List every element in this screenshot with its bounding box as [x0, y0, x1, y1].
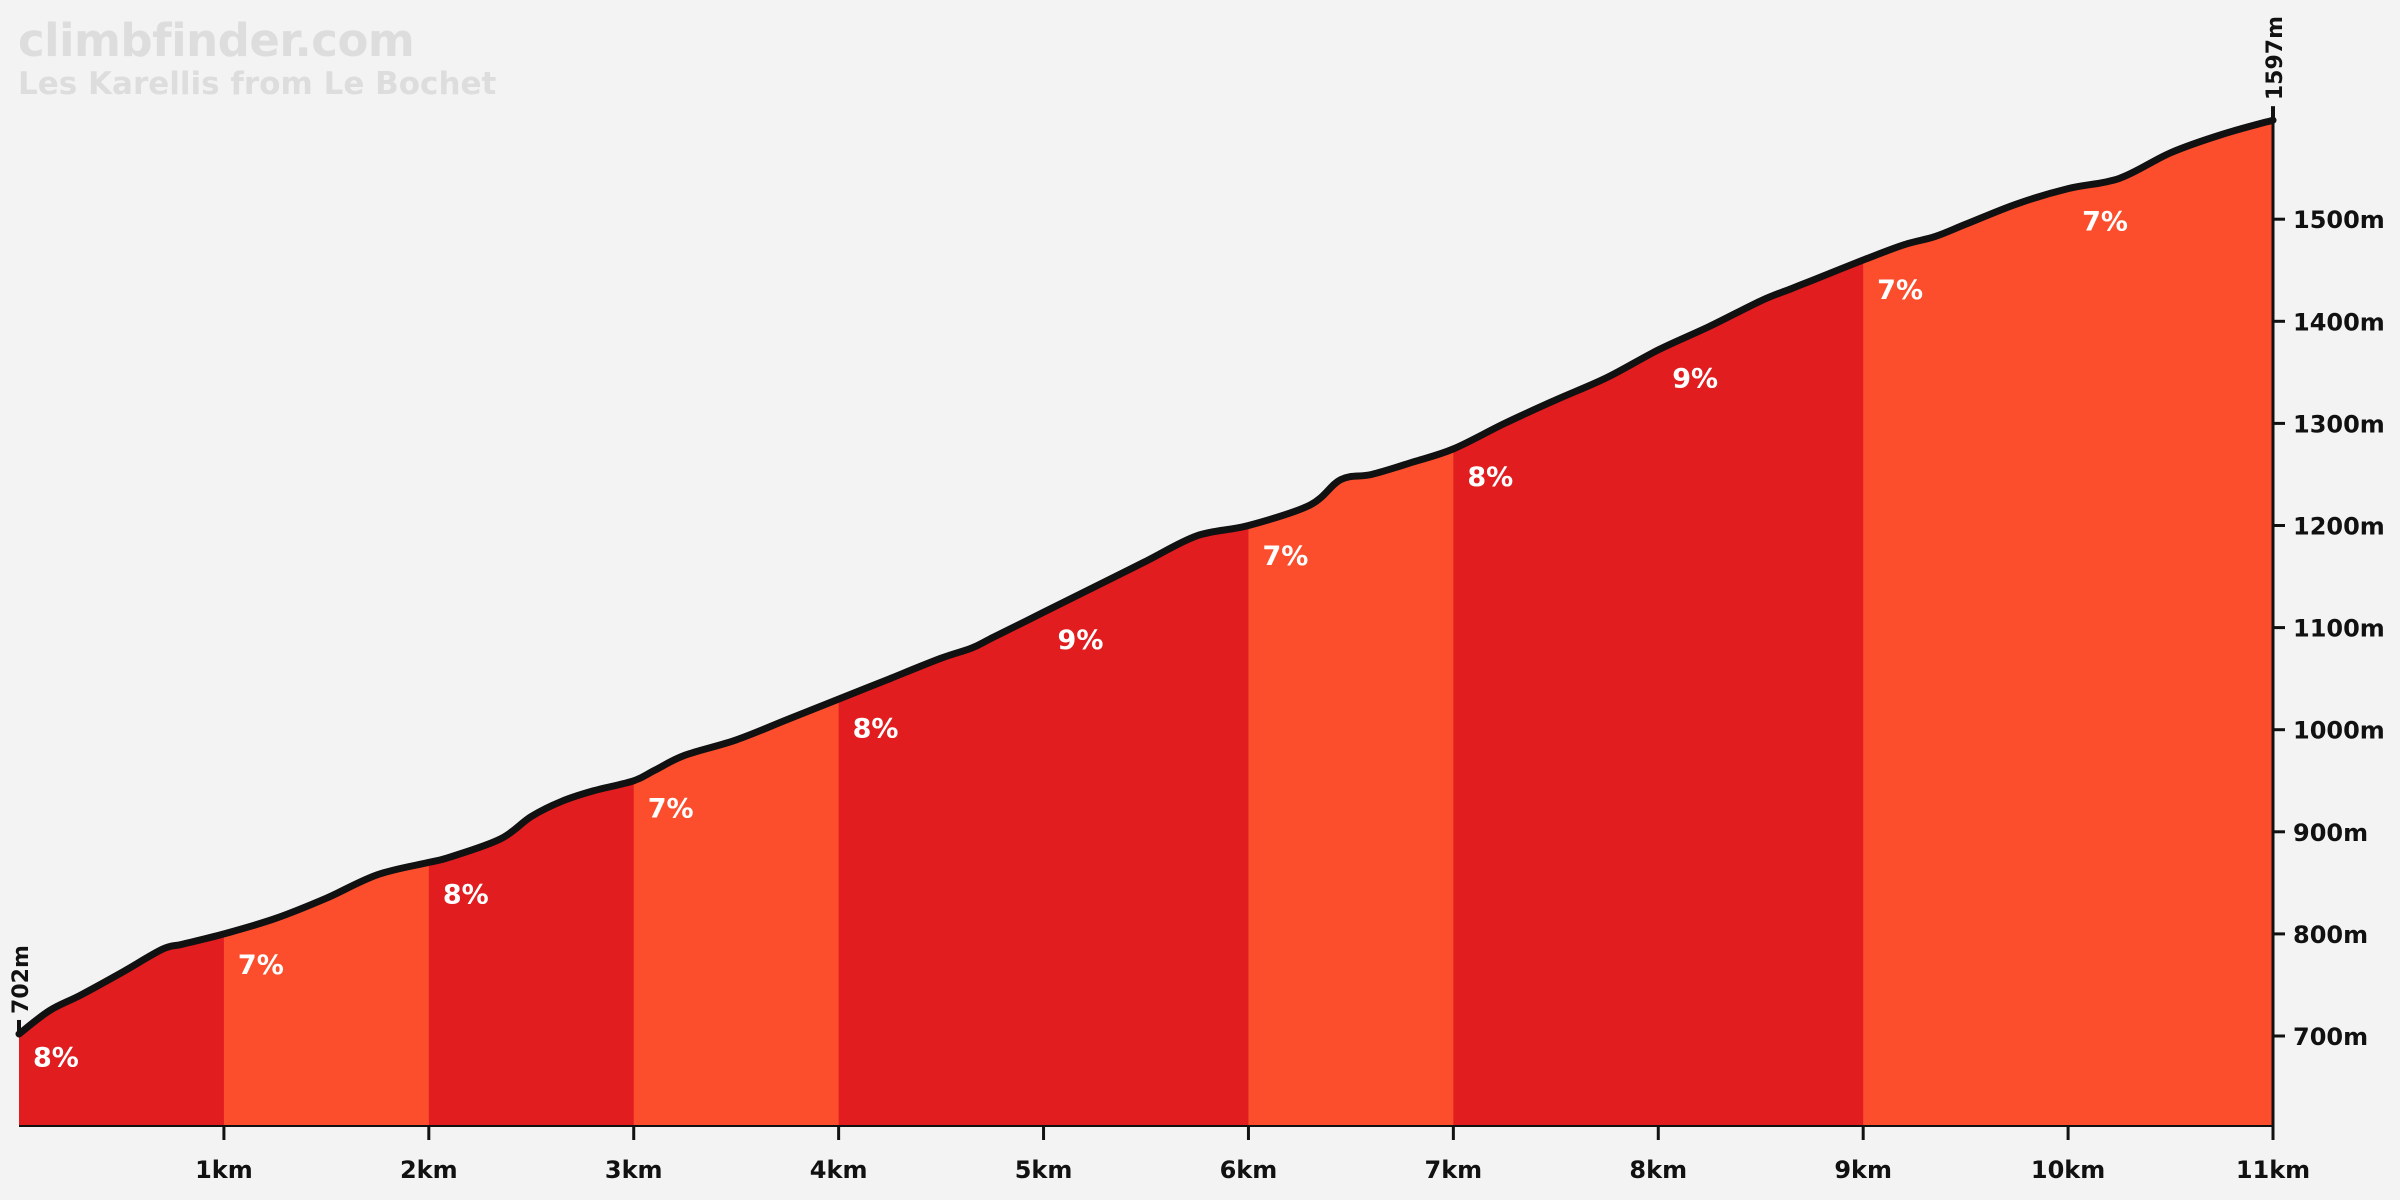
gradient-label-8: 8%: [1467, 462, 1513, 493]
x-tick-label-9: 9km: [1834, 1156, 1892, 1184]
start-elevation-label: 702m: [9, 945, 34, 1014]
gradient-segment-1: [19, 120, 225, 1126]
y-tick-label-8: 1400m: [2293, 308, 2385, 336]
gradient-label-9: 9%: [1672, 363, 1718, 394]
gradient-label-4: 7%: [648, 794, 694, 825]
gradient-segment-5: [838, 120, 1045, 1126]
y-tick-label-3: 900m: [2293, 819, 2368, 847]
gradient-segment-4: [633, 120, 840, 1126]
gradient-segment-8: [1453, 120, 1659, 1126]
x-tick-label-3: 3km: [605, 1156, 663, 1184]
y-tick-label-6: 1200m: [2293, 513, 2385, 541]
x-tick-label-4: 4km: [810, 1156, 868, 1184]
x-tick-label-10: 10km: [2031, 1156, 2105, 1184]
y-tick-label-7: 1300m: [2293, 410, 2385, 438]
y-tick-label-2: 800m: [2293, 921, 2368, 949]
profile-line: [15, 116, 2277, 1038]
x-tick-label-6: 6km: [1220, 1156, 1278, 1184]
gradient-label-7: 7%: [1262, 541, 1308, 572]
gradient-label-6: 9%: [1058, 625, 1104, 656]
gradient-segment-11: [2068, 120, 2273, 1126]
x-tick-label-8: 8km: [1629, 1156, 1687, 1184]
gradient-segment-3: [428, 120, 635, 1126]
y-tick-label-1: 700m: [2293, 1023, 2368, 1051]
x-tick-label-7: 7km: [1425, 1156, 1483, 1184]
y-tick-label-9: 1500m: [2293, 206, 2385, 234]
climb-name: Les Karellis from Le Bochet: [18, 66, 497, 102]
gradient-label-10: 7%: [1877, 275, 1923, 306]
site-title: climbfinder.com: [18, 14, 415, 67]
y-tick-label-5: 1100m: [2293, 615, 2385, 643]
gradient-segment-9: [1658, 120, 1864, 1126]
y-tick-label-4: 1000m: [2293, 717, 2385, 745]
end-elevation-label: 1597m: [2263, 16, 2288, 100]
x-tick-label-11: 11km: [2236, 1156, 2310, 1184]
gradient-label-3: 8%: [443, 879, 489, 910]
x-tick-label-5: 5km: [1015, 1156, 1073, 1184]
gradient-label-1: 8%: [33, 1042, 79, 1073]
x-tick-label-1: 1km: [195, 1156, 253, 1184]
gradient-segment-10: [1863, 120, 2069, 1126]
x-tick-label-2: 2km: [400, 1156, 458, 1184]
gradient-label-2: 7%: [238, 950, 284, 981]
gradient-label-5: 8%: [853, 714, 899, 745]
gradient-label-11: 7%: [2082, 206, 2128, 237]
